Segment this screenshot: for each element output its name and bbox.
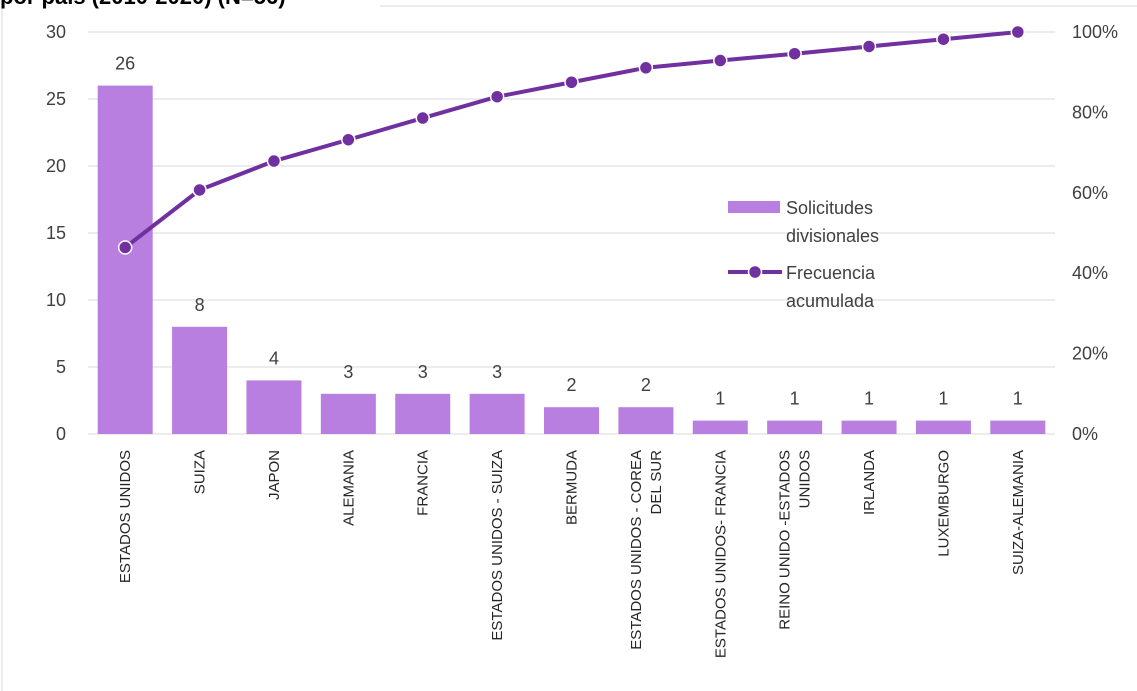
bar xyxy=(544,407,599,434)
category-label-line: ESTADOS UNIDOS- FRANCIA xyxy=(712,450,729,658)
bar xyxy=(692,420,748,434)
category-label: ESTADOS UNIDOS - SUIZA xyxy=(489,450,506,641)
line-point xyxy=(564,75,579,90)
bar xyxy=(767,420,823,434)
legend-bar-swatch xyxy=(728,201,780,213)
y2-tick-label: 60% xyxy=(1072,183,1108,203)
line-point xyxy=(713,53,728,68)
bar-data-label: 1 xyxy=(715,389,725,409)
bar xyxy=(841,420,897,434)
bar-data-label: 2 xyxy=(641,375,651,395)
category-axis: ESTADOS UNIDOS SUIZA JAPON ALEMANIA FRANCIA E… xyxy=(117,450,1027,658)
category-label-line: BERMUDA xyxy=(564,450,581,525)
category-label: REINO UNIDO -ESTADOS UNIDOS xyxy=(777,450,814,630)
bar-data-label: 1 xyxy=(938,389,948,409)
y2-tick-label: 40% xyxy=(1072,263,1108,283)
y-tick-label: 10 xyxy=(46,290,66,310)
category-label-line: ESTADOS UNIDOS - SUIZA xyxy=(489,450,506,641)
line-point xyxy=(192,182,207,198)
bar-data-label: 3 xyxy=(492,362,502,382)
y2-tick-label: 80% xyxy=(1072,102,1108,122)
bar-data-label: 1 xyxy=(864,389,874,409)
bar-data-label: 26 xyxy=(115,54,135,74)
category-label-line: LUXEMBURGO xyxy=(935,450,952,557)
line-point xyxy=(341,132,356,147)
bar-data-label: 1 xyxy=(1013,389,1023,409)
legend-line-marker xyxy=(747,264,763,280)
bar xyxy=(395,393,451,434)
line-point xyxy=(117,240,133,255)
category-label-line: ALEMANIA xyxy=(340,450,357,526)
line-point xyxy=(787,46,802,61)
category-label: FRANCIA xyxy=(415,450,432,516)
line-point xyxy=(861,39,877,54)
category-label: IRLANDA xyxy=(861,450,878,515)
category-label-line: IRLANDA xyxy=(861,450,878,515)
y-tick-label: 0 xyxy=(56,424,66,444)
category-label-line: ESTADOS UNIDOS - COREA xyxy=(628,450,645,650)
category-label-line: JAPON xyxy=(266,450,283,500)
category-label: ESTADOS UNIDOS - COREA DEL SUR xyxy=(628,450,665,650)
right-axis: 0% 20% 40% 60% 80% 100% xyxy=(1072,22,1118,444)
y-tick-label: 5 xyxy=(56,357,66,377)
category-label-line: UNIDOS xyxy=(797,450,814,508)
legend-bar-label: divisionales xyxy=(786,226,879,246)
y-tick-label: 30 xyxy=(46,22,66,42)
bar-data-label: 3 xyxy=(343,362,353,382)
y-tick-label: 25 xyxy=(46,89,66,109)
y-tick-label: 15 xyxy=(46,223,66,243)
category-label-line: FRANCIA xyxy=(415,450,432,516)
bar xyxy=(320,393,376,434)
left-axis: 0 5 10 15 20 25 30 xyxy=(46,22,66,444)
bar-data-label: 8 xyxy=(195,295,205,315)
category-label: JAPON xyxy=(266,450,283,500)
bar xyxy=(97,85,153,434)
category-label-line: ESTADOS UNIDOS xyxy=(117,450,134,583)
category-label-line: DEL SUR xyxy=(648,450,665,515)
bar-data-label: 2 xyxy=(566,375,576,395)
bar xyxy=(246,380,302,434)
cumulative-line-series xyxy=(117,24,1026,255)
bar-data-label: 1 xyxy=(790,389,800,409)
bar xyxy=(469,393,525,434)
category-label-line: SUIZA xyxy=(192,450,209,494)
chart-title: por país (2010-2020) (N=56) xyxy=(0,0,286,9)
legend-line-label: Frecuencia xyxy=(786,263,876,283)
y2-tick-label: 20% xyxy=(1072,344,1108,364)
bar-data-label: 3 xyxy=(418,362,428,382)
category-label-line: SUIZA-ALEMANIA xyxy=(1010,450,1027,575)
bar-series xyxy=(97,85,1046,434)
category-label: BERMUDA xyxy=(564,450,581,525)
y2-tick-label: 0% xyxy=(1072,424,1098,444)
line-point xyxy=(638,60,654,76)
y-tick-label: 20 xyxy=(46,156,66,176)
line-point xyxy=(489,89,505,104)
category-label: LUXEMBURGO xyxy=(935,450,952,557)
line-point xyxy=(1010,24,1026,40)
category-label: ESTADOS UNIDOS- FRANCIA xyxy=(712,450,729,658)
category-label-line: REINO UNIDO -ESTADOS xyxy=(777,450,794,630)
bar xyxy=(618,407,674,434)
category-label: SUIZA xyxy=(192,450,209,494)
line-point xyxy=(415,110,430,126)
legend-bar-label: Solicitudes xyxy=(786,198,873,218)
category-label: ALEMANIA xyxy=(340,450,357,526)
legend-line-label: acumulada xyxy=(786,291,875,311)
bar xyxy=(172,326,228,434)
line-point xyxy=(936,31,951,47)
legend: Solicitudes divisionales Frecuencia acumula… xyxy=(728,198,879,311)
line-point xyxy=(266,153,282,169)
bar xyxy=(915,420,971,434)
bar xyxy=(990,420,1046,434)
y2-tick-label: 100% xyxy=(1072,22,1118,42)
category-label: SUIZA-ALEMANIA xyxy=(1010,450,1027,575)
bar-data-label: 4 xyxy=(269,348,279,368)
bar-data-labels: 26 8 4 3 3 3 2 2 1 1 1 1 1 xyxy=(115,54,1023,409)
category-label: ESTADOS UNIDOS xyxy=(117,450,134,583)
